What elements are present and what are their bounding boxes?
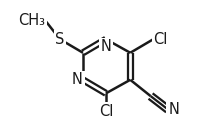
Text: Cl: Cl xyxy=(99,104,113,119)
Text: Cl: Cl xyxy=(153,32,168,47)
Text: N: N xyxy=(72,72,83,87)
Text: N: N xyxy=(101,39,111,54)
Text: S: S xyxy=(55,32,65,47)
Text: CH₃: CH₃ xyxy=(18,13,45,28)
Text: N: N xyxy=(168,102,179,117)
